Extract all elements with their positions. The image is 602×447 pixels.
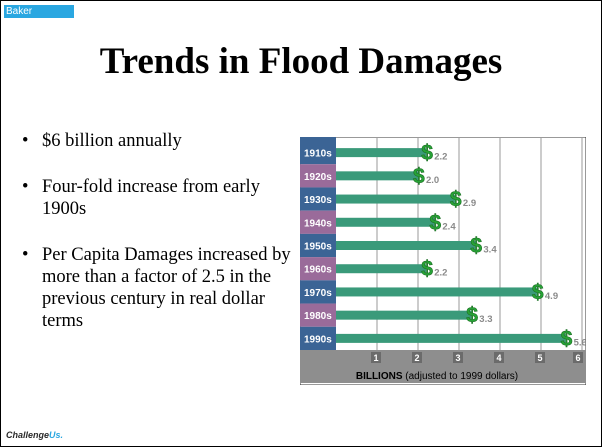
dollar-marker-icon: $ (450, 188, 462, 211)
tick-label: 5 (537, 353, 542, 363)
category-label: 1910s (304, 149, 332, 160)
row-label-band (300, 303, 336, 327)
data-label: 3.3 (479, 314, 492, 325)
bar (336, 264, 427, 274)
data-label: 2.2 (434, 152, 447, 163)
tick-box (573, 352, 583, 363)
tick-label: 1 (373, 353, 378, 363)
row-label-band (300, 187, 336, 211)
tick-box (494, 352, 504, 363)
row-label-band (300, 164, 336, 188)
bar (336, 148, 427, 158)
bar (336, 333, 566, 343)
category-label: 1990s (304, 334, 332, 345)
data-label: 3.4 (483, 245, 497, 256)
dollar-marker-icon: $ (421, 258, 433, 281)
row-label-band (300, 257, 336, 281)
dollar-marker-icon: $ (470, 235, 482, 258)
bullet-item: • Per Capita Damages increased by more th… (22, 244, 292, 332)
x-axis-label: BILLIONS (adjusted to 1999 dollars) (356, 371, 518, 382)
dollar-marker-icon: $ (561, 327, 573, 350)
row-label-band-top (300, 137, 336, 141)
bullet-item: • $6 billion annually (22, 130, 292, 152)
dollar-marker-icon: $ (429, 211, 441, 234)
bar (336, 194, 455, 204)
tick-box (535, 352, 545, 363)
category-label: 1920s (304, 172, 332, 183)
dollar-marker-icon: $ (532, 281, 544, 304)
bullet-dot-icon: • (22, 131, 29, 151)
dollar-marker-icon: $ (413, 165, 425, 188)
tick-label: 4 (496, 353, 501, 363)
row-label-band (300, 280, 336, 304)
logo-accent: Us. (49, 430, 64, 440)
tick-label: 3 (455, 353, 460, 363)
bullet-text: $6 billion annually (42, 131, 182, 151)
data-label: 4.9 (545, 291, 558, 302)
dollar-marker-icon: $ (421, 142, 433, 165)
flood-damages-chart: 1910s $2.2 1920s $2.0 1930s $2.9 1940s $2.4 1950… (300, 137, 586, 385)
bullet-item: • Four-fold increase from early 1900s (22, 176, 292, 220)
row-label-band (300, 210, 336, 234)
data-label: 5.6 (574, 337, 586, 348)
category-label: 1970s (304, 288, 332, 299)
bullet-dot-icon: • (22, 177, 29, 197)
category-label: 1940s (304, 218, 332, 229)
row-label-band (300, 233, 336, 258)
footer-logo: ChallengeUs. (6, 430, 63, 440)
bar (336, 287, 537, 297)
category-label: 1930s (304, 195, 332, 206)
row-label-band (300, 141, 336, 165)
tick-box (412, 352, 422, 363)
bar (336, 241, 476, 250)
tick-box (453, 352, 463, 363)
category-label: 1950s (304, 242, 332, 253)
row-label-band (300, 326, 336, 350)
x-axis-label-rest: (adjusted to 1999 dollars) (403, 371, 519, 382)
tick-label: 2 (414, 353, 419, 363)
data-label: 2.2 (434, 268, 447, 279)
bullet-text: Four-fold increase from early 1900s (42, 177, 260, 219)
bar (336, 217, 435, 227)
data-label: 2.9 (463, 198, 476, 209)
bullet-text: Per Capita Damages increased by more tha… (42, 245, 291, 331)
category-label: 1980s (304, 311, 332, 322)
data-label: 2.4 (442, 221, 456, 232)
tick-label: 6 (575, 353, 580, 363)
data-label: 2.0 (426, 175, 439, 186)
tick-box (371, 352, 381, 363)
bar (336, 310, 472, 320)
slide-title: Trends in Flood Damages (99, 41, 503, 82)
bullet-dot-icon: • (22, 245, 29, 265)
category-label: 1960s (304, 265, 332, 276)
author-tag: Baker (4, 5, 74, 18)
x-axis-label-bold: BILLIONS (356, 371, 403, 382)
chart-svg: 1910s $2.2 1920s $2.0 1930s $2.9 1940s $2.4 1950… (300, 137, 586, 385)
bar (336, 171, 418, 181)
dollar-marker-icon: $ (466, 304, 478, 327)
bullet-list: • $6 billion annually • Four-fold increase… (22, 130, 292, 356)
logo-main: Challenge (6, 430, 50, 440)
